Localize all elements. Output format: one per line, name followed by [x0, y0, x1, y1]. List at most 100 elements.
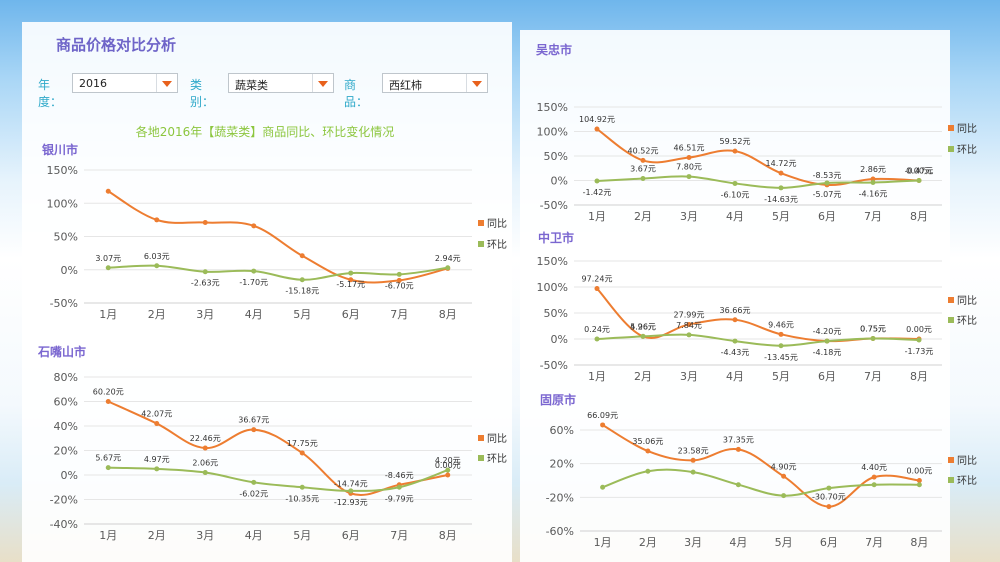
main-panel-left: [22, 22, 512, 562]
data-point: [871, 474, 877, 480]
data-label: -4.18元: [813, 348, 842, 357]
y-tick-label: 100%: [537, 281, 568, 294]
data-label: 0.75元: [860, 324, 886, 333]
y-tick-label: 150%: [47, 164, 78, 177]
legend-swatch: [948, 125, 954, 131]
data-point: [870, 179, 876, 185]
city-title-guyuan: 固原市: [540, 393, 577, 407]
product-select[interactable]: 西红柿: [382, 73, 488, 93]
data-point: [202, 269, 208, 275]
y-tick-label: -20%: [50, 494, 78, 507]
data-point: [686, 174, 692, 180]
data-label: 42.07元: [141, 410, 172, 419]
data-label: -5.07元: [813, 190, 842, 199]
y-tick-label: 50%: [54, 231, 78, 244]
data-point: [732, 317, 738, 323]
x-tick-label: 5月: [293, 529, 311, 542]
data-label: -6.10元: [721, 190, 750, 199]
data-label: -14.63元: [764, 195, 798, 204]
data-label: -4.43元: [721, 348, 750, 357]
data-label: -13.45元: [764, 353, 798, 362]
y-tick-label: -20%: [546, 491, 574, 504]
legend-label: 环比: [487, 453, 507, 465]
data-point: [732, 148, 738, 154]
x-tick-label: 3月: [680, 210, 698, 223]
data-label: 22.46元: [190, 434, 221, 443]
y-tick-label: 0%: [551, 175, 568, 188]
main-panel-right: [520, 30, 950, 562]
data-label: 97.24元: [582, 275, 613, 284]
y-tick-label: 50%: [544, 307, 568, 320]
data-label: 59.52元: [720, 137, 751, 146]
y-tick-label: 100%: [47, 197, 78, 210]
x-tick-label: 8月: [439, 529, 457, 542]
data-label: 6.03元: [144, 252, 170, 261]
chevron-down-icon[interactable]: [466, 74, 487, 92]
x-tick-label: 3月: [680, 370, 698, 383]
data-point: [781, 473, 787, 479]
legend-swatch: [948, 477, 954, 483]
x-tick-label: 1月: [588, 210, 606, 223]
y-tick-label: 0%: [551, 333, 568, 346]
x-tick-label: 5月: [772, 210, 790, 223]
y-tick-label: -40%: [50, 518, 78, 531]
data-point: [251, 223, 257, 229]
chevron-down-icon[interactable]: [156, 74, 177, 92]
x-tick-label: 5月: [772, 370, 790, 383]
data-point: [154, 217, 160, 223]
data-point: [396, 484, 402, 490]
x-tick-label: 5月: [293, 308, 311, 321]
x-tick-label: 1月: [594, 536, 612, 549]
data-label: 66.09元: [587, 411, 618, 420]
data-point: [916, 337, 922, 343]
x-tick-label: 1月: [99, 308, 117, 321]
data-label: -10.35元: [285, 494, 319, 503]
y-tick-label: 80%: [54, 371, 78, 384]
data-point: [916, 178, 922, 183]
y-tick-label: 0%: [61, 264, 78, 277]
data-point: [105, 265, 111, 271]
data-label: 0.00元: [435, 461, 461, 470]
x-tick-label: 8月: [910, 370, 928, 383]
data-label: 4.96元: [630, 322, 656, 331]
data-point: [251, 427, 257, 433]
data-label: 4.90元: [771, 462, 797, 471]
data-label: -1.73元: [905, 347, 934, 356]
data-label: 2.94元: [435, 254, 461, 263]
x-tick-label: 6月: [818, 210, 836, 223]
year-select[interactable]: 2016: [72, 73, 178, 93]
y-tick-label: 40%: [54, 420, 78, 433]
data-label: -6.02元: [239, 489, 268, 498]
data-label: 40.52元: [628, 146, 659, 155]
category-value: 蔬菜类: [235, 79, 268, 92]
data-label: -4.20元: [813, 327, 842, 336]
data-label: -9.79元: [385, 494, 414, 503]
x-tick-label: 4月: [245, 308, 263, 321]
legend-label: 同比: [487, 433, 507, 445]
chevron-down-icon[interactable]: [312, 74, 333, 92]
x-tick-label: 2月: [148, 529, 166, 542]
x-tick-label: 3月: [196, 308, 214, 321]
data-label: 60.20元: [93, 388, 124, 397]
data-point: [916, 478, 922, 483]
category-select[interactable]: 蔬菜类: [228, 73, 334, 93]
series-line-mom: [596, 175, 920, 189]
x-tick-label: 5月: [775, 536, 793, 549]
data-point: [594, 126, 600, 132]
data-point: [594, 178, 600, 184]
city-title-wuzhong: 吴忠市: [536, 43, 573, 57]
data-point: [154, 466, 160, 472]
data-label: 2.86元: [860, 165, 886, 174]
data-point: [251, 268, 257, 274]
page-title: 商品价格对比分析: [56, 36, 177, 54]
data-point: [778, 343, 784, 349]
x-tick-label: 4月: [726, 210, 744, 223]
x-tick-label: 3月: [684, 536, 702, 549]
data-point: [105, 399, 111, 404]
x-tick-label: 1月: [588, 370, 606, 383]
data-point: [645, 448, 651, 454]
data-point: [348, 488, 354, 494]
x-tick-label: 6月: [820, 536, 838, 549]
legend-swatch: [478, 455, 484, 461]
